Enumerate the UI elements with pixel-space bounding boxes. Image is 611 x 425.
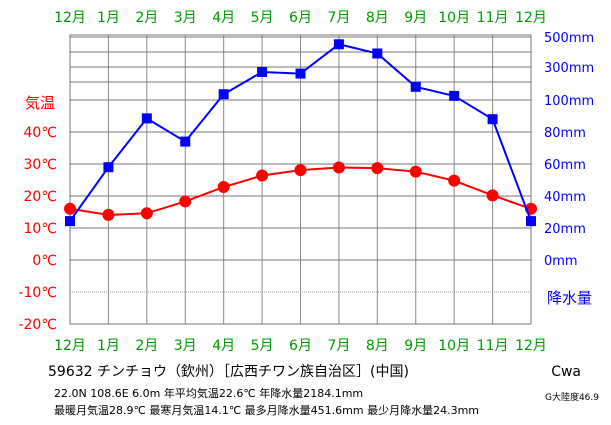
- temperature-point: [448, 174, 461, 187]
- climate-chart: 12月 1月 2月 3月 4月 5月 6月 7月 8月 9月 10月 11月 12月 12月 1月 2月 3月…: [18, 10, 594, 354]
- month-tick-label-top: 4月: [212, 10, 235, 26]
- precipitation-series: [65, 39, 536, 227]
- month-labels-top: 12月 1月 2月 3月 4月 5月 6月 7月 8月 9月 10月 11月 12月: [54, 10, 547, 26]
- temperature-point: [102, 208, 115, 221]
- month-tick-label-bottom: 8月: [366, 338, 389, 354]
- month-tick-label-bottom: 4月: [212, 338, 235, 354]
- precipitation-tick-label: 60mm: [544, 158, 586, 173]
- month-tick-label-bottom: 12月: [515, 338, 547, 354]
- temperature-point: [217, 181, 230, 194]
- month-tick-label-bottom: 12月: [54, 338, 86, 354]
- precipitation-point: [65, 216, 75, 227]
- month-tick-label-top: 8月: [366, 10, 389, 26]
- precipitation-tick-label: 300mm: [544, 61, 594, 76]
- station-location-stats: 22.0N 108.6E 6.0m 年平均気温22.6℃ 年降水量2184.1m…: [54, 387, 364, 400]
- month-tick-label-bottom: 11月: [477, 338, 509, 354]
- precipitation-point: [333, 39, 344, 50]
- month-tick-label-top: 10月: [438, 10, 470, 26]
- precipitation-tick-label: 500mm: [544, 31, 594, 46]
- precipitation-tick-label: 0mm: [544, 254, 578, 269]
- month-tick-label-top: 5月: [251, 10, 274, 26]
- temperature-point: [332, 161, 345, 174]
- station-title: 59632 チンチョウ（欽州）［広西チワン族自治区］(中国): [48, 364, 409, 380]
- month-tick-label-top: 3月: [174, 10, 197, 26]
- precipitation-point: [257, 66, 268, 77]
- temperature-tick-label: -20℃: [18, 317, 57, 333]
- precipitation-point: [526, 216, 536, 227]
- temperature-point: [140, 207, 153, 220]
- month-tick-label-top: 2月: [135, 10, 158, 26]
- month-tick-label-bottom: 1月: [97, 338, 120, 354]
- climate-classification: Cwa: [551, 364, 581, 380]
- month-tick-label-bottom: 3月: [174, 338, 197, 354]
- month-tick-label-top: 6月: [289, 10, 312, 26]
- precipitation-point: [449, 90, 460, 101]
- month-tick-label-top: 1月: [97, 10, 120, 26]
- precipitation-axis-title: 降水量: [547, 289, 592, 307]
- continentality-index: G大陸度46.9: [544, 393, 599, 403]
- precipitation-point: [141, 113, 152, 124]
- precipitation-point: [372, 48, 383, 59]
- station-extreme-stats: 最暖月気温28.9℃ 最寒月気温14.1℃ 最多月降水量451.6mm 最少月降…: [54, 404, 480, 417]
- month-tick-label-bottom: 9月: [404, 338, 427, 354]
- precipitation-tick-label: 40mm: [544, 190, 586, 205]
- precipitation-point: [487, 114, 498, 125]
- precipitation-point: [218, 89, 229, 100]
- month-tick-label-bottom: 10月: [438, 338, 470, 354]
- temperature-point: [294, 164, 307, 177]
- temperature-tick-label: 0℃: [32, 253, 57, 269]
- month-tick-label-top: 12月: [54, 10, 86, 26]
- temperature-point: [371, 162, 384, 175]
- temperature-point: [409, 165, 422, 178]
- month-tick-label-bottom: 2月: [135, 338, 158, 354]
- month-labels-bottom: 12月 1月 2月 3月 4月 5月 6月 7月 8月 9月 10月 11月 12月: [54, 338, 547, 354]
- month-tick-label-bottom: 5月: [251, 338, 274, 354]
- month-tick-label-top: 7月: [327, 10, 350, 26]
- month-tick-label-top: 11月: [477, 10, 509, 26]
- temperature-axis: 気温 40℃ 30℃ 20℃ 10℃ 0℃ -10℃ -20℃: [18, 94, 57, 333]
- month-tick-label-top: 12月: [515, 10, 547, 26]
- temperature-axis-title: 気温: [25, 94, 55, 112]
- temperature-series: [64, 161, 537, 221]
- chart-grid: [69, 34, 532, 325]
- temperature-point: [179, 195, 192, 208]
- precipitation-tick-label: 100mm: [544, 94, 594, 109]
- temperature-tick-label: 40℃: [23, 125, 57, 141]
- precipitation-point: [410, 81, 421, 92]
- temperature-point: [256, 169, 269, 182]
- month-tick-label-bottom: 7月: [327, 338, 350, 354]
- temperature-point: [64, 202, 76, 215]
- temperature-point: [486, 189, 499, 202]
- precipitation-tick-label: 80mm: [544, 126, 586, 141]
- temperature-tick-label: 20℃: [23, 189, 57, 205]
- precipitation-axis: 500mm 300mm 100mm 80mm 60mm 40mm 20mm 0mm 降水量: [544, 31, 594, 307]
- precipitation-point: [295, 68, 306, 79]
- precipitation-point: [103, 162, 114, 173]
- temperature-tick-label: -10℃: [18, 285, 57, 301]
- temperature-tick-label: 30℃: [23, 157, 57, 173]
- precipitation-tick-label: 20mm: [544, 222, 586, 237]
- temperature-tick-label: 10℃: [23, 221, 57, 237]
- precipitation-point: [180, 136, 191, 147]
- month-tick-label-top: 9月: [404, 10, 427, 26]
- month-tick-label-bottom: 6月: [289, 338, 312, 354]
